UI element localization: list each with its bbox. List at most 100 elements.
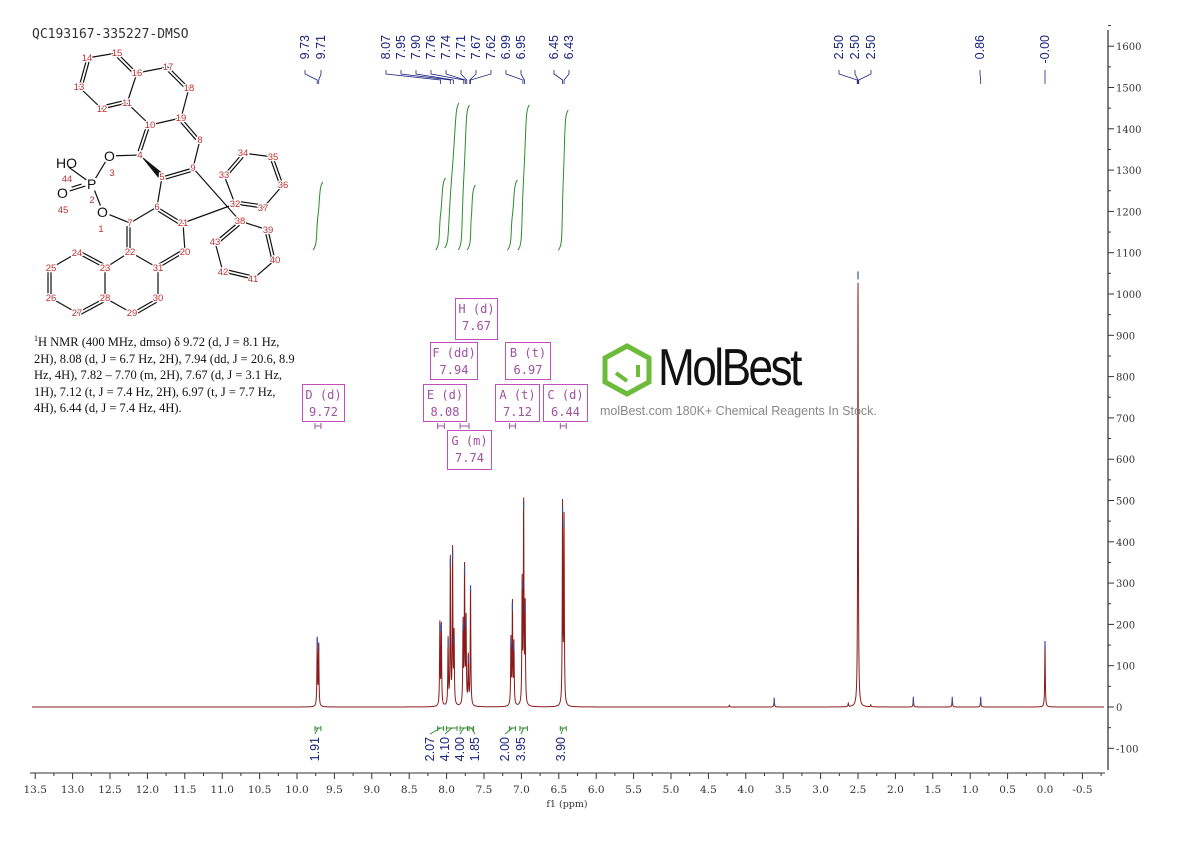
- bond: [104, 297, 133, 314]
- bond: [95, 161, 106, 179]
- double-bond: [104, 100, 124, 106]
- integral-curve: [466, 184, 476, 251]
- bond: [139, 124, 151, 156]
- peak-label-leader: [854, 70, 859, 84]
- x-tick-label: 2.0: [887, 784, 904, 796]
- atom-number: 10: [145, 120, 156, 131]
- atom-number: 44: [62, 174, 73, 185]
- x-tick-label: 3.0: [812, 784, 829, 796]
- bond: [157, 251, 186, 269]
- peak-label: 2.50: [864, 35, 878, 59]
- integral-value: 1.85: [468, 737, 482, 761]
- atom-number: 34: [238, 148, 249, 159]
- atom-number: 7: [127, 218, 132, 229]
- integral-value: 4.00: [453, 737, 467, 761]
- atom-number: 22: [125, 247, 136, 258]
- x-tick-label: 10.5: [248, 784, 271, 796]
- y-tick-label: 1400: [1116, 125, 1141, 136]
- bond: [182, 222, 186, 253]
- peak-label: 7.67: [469, 35, 483, 59]
- bond: [94, 190, 101, 206]
- multiplet-range-bracket: [459, 423, 470, 429]
- double-bond: [80, 301, 105, 315]
- integral-value: 2.00: [498, 737, 512, 761]
- peak-label: 6.43: [562, 35, 576, 59]
- x-tick-label: 11.5: [173, 784, 196, 796]
- atom-number: 13: [74, 82, 85, 93]
- nmr-superscript: 1: [34, 334, 38, 343]
- nmr-description-text: H NMR (400 MHz, dmso) δ 9.72 (d, J = 8.1…: [34, 335, 295, 416]
- atom-number: 15: [112, 48, 123, 59]
- peak-label: 7.62: [484, 35, 498, 59]
- multiplet-range-bracket: [508, 423, 516, 429]
- bond: [50, 252, 78, 269]
- atom-number: 23: [100, 263, 111, 274]
- peak-label-leader: [979, 70, 982, 84]
- atom-number: 4: [137, 150, 142, 161]
- atom-number: 40: [270, 255, 281, 266]
- bond: [69, 185, 86, 192]
- peak-label: 6.99: [499, 35, 513, 59]
- atom-number: 35: [268, 152, 279, 163]
- atom-number: 9: [190, 163, 195, 174]
- bond: [182, 203, 236, 224]
- x-tick-label: 7.5: [476, 784, 493, 796]
- y-tick-label: 1500: [1116, 84, 1141, 95]
- x-tick-label: 6.5: [550, 784, 567, 796]
- peak-label-leader: [400, 70, 451, 84]
- bond: [223, 152, 244, 176]
- integral-curve: [517, 104, 530, 251]
- heteroatom-label: O: [57, 185, 68, 201]
- y-tick-label: 900: [1116, 331, 1135, 342]
- atom-number: 5: [159, 172, 164, 183]
- double-bond: [135, 301, 158, 315]
- atom-number: 18: [184, 83, 195, 94]
- double-bond: [157, 210, 180, 225]
- atom-number: 43: [210, 237, 221, 248]
- x-tick-label: 0.5: [999, 784, 1016, 796]
- spectrum-line: [32, 282, 1104, 708]
- bond: [126, 102, 151, 126]
- peak-label: 6.95: [514, 35, 528, 59]
- integral-bracket: [559, 726, 567, 735]
- atom-number: 12: [97, 104, 108, 115]
- bond: [78, 57, 88, 88]
- integral-bracket: [519, 726, 528, 735]
- atom-number: 19: [176, 113, 187, 124]
- wedge-bond: [140, 155, 165, 180]
- peak-label: 7.71: [454, 35, 468, 59]
- bond: [214, 220, 241, 243]
- peak-label: 7.76: [424, 35, 438, 59]
- bond: [252, 259, 276, 280]
- bond: [136, 66, 169, 74]
- atom-number: 8: [197, 135, 202, 146]
- multiplet-box-C: C (d) 6.44: [543, 384, 588, 422]
- double-bond: [238, 200, 261, 206]
- bond: [262, 184, 284, 209]
- x-tick-label: 1.5: [924, 784, 941, 796]
- bond: [161, 167, 194, 178]
- integral-value: 2.07: [423, 737, 437, 761]
- atom-number: 36: [278, 180, 289, 191]
- atom-number: 41: [248, 274, 259, 285]
- bond: [50, 297, 78, 314]
- y-tick-label: 1100: [1116, 249, 1141, 260]
- multiplet-box-D: D (d) 9.72: [302, 384, 345, 422]
- atom-number: 32: [230, 199, 241, 210]
- double-bond: [137, 126, 147, 152]
- y-tick-label: 800: [1116, 373, 1135, 384]
- bond: [129, 206, 158, 224]
- bond: [149, 117, 182, 126]
- bond: [267, 229, 276, 261]
- double-bond: [158, 250, 182, 265]
- atom-number: 14: [82, 53, 93, 64]
- multiplet-range-bracket: [314, 423, 322, 429]
- integral-value: 3.95: [514, 737, 528, 761]
- peak-label: 7.95: [394, 35, 408, 59]
- peak-label: 2.50: [848, 35, 862, 59]
- bond: [242, 152, 274, 158]
- double-bond: [270, 160, 280, 184]
- x-tick-label: -0.5: [1072, 784, 1092, 796]
- bond: [239, 220, 269, 231]
- double-bond: [227, 156, 244, 176]
